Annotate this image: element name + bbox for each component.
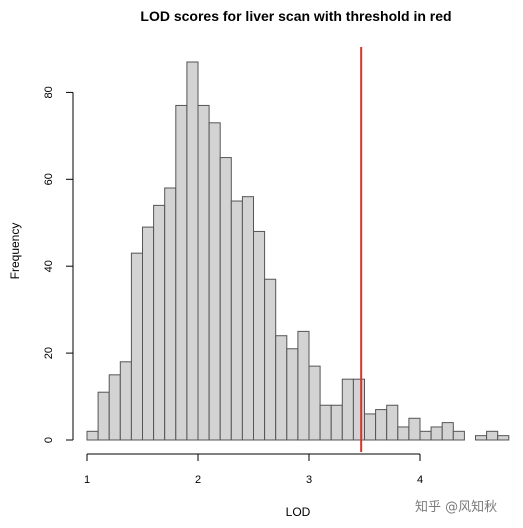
x-axis-label: LOD <box>286 505 311 519</box>
y-tick-label-0: 0 <box>43 437 55 443</box>
histogram-bar-6 <box>153 204 166 441</box>
histogram-bar-5 <box>142 226 155 441</box>
x-tick-label-0: 1 <box>84 474 90 486</box>
histogram-bar-11 <box>208 122 221 441</box>
histogram-bar-24 <box>352 378 365 441</box>
histogram-bar-3 <box>119 361 132 441</box>
histogram-bar-37 <box>497 435 510 441</box>
y-tick-label-1: 20 <box>43 347 55 359</box>
histogram-bar-17 <box>275 335 288 441</box>
histogram-bar-25 <box>364 413 377 441</box>
histogram-bar-22 <box>330 404 343 441</box>
chart-title: LOD scores for liver scan with threshold… <box>140 8 451 24</box>
y-tick-label-3: 60 <box>43 173 55 185</box>
histogram-bar-10 <box>197 104 210 441</box>
histogram-bar-30 <box>419 430 432 441</box>
histogram-bar-13 <box>230 200 243 441</box>
y-tick-label-2: 40 <box>43 260 55 272</box>
histogram-bar-8 <box>175 104 188 441</box>
histogram-bar-28 <box>397 426 410 441</box>
histogram-bar-35 <box>475 435 488 441</box>
histogram-bar-16 <box>264 278 277 441</box>
histogram-bar-9 <box>186 61 199 441</box>
histogram-bar-26 <box>375 409 388 441</box>
x-tick-label-2: 3 <box>306 474 312 486</box>
histogram-bar-29 <box>408 417 421 441</box>
histogram-bar-31 <box>430 426 443 441</box>
histogram-bar-4 <box>130 252 143 441</box>
histogram-bar-21 <box>319 404 332 441</box>
histogram-bar-15 <box>253 230 266 441</box>
x-tick-label-3: 4 <box>417 474 423 486</box>
histogram-bar-12 <box>219 157 232 441</box>
histogram-bar-33 <box>452 430 465 441</box>
histogram-bar-20 <box>308 365 321 441</box>
y-axis-label: Frequency <box>8 223 22 280</box>
x-tick-label-1: 2 <box>195 474 201 486</box>
histogram-bar-27 <box>386 404 399 441</box>
histogram-bar-23 <box>341 378 354 441</box>
x-axis: 1 2 3 4 <box>84 453 423 486</box>
histogram-bars <box>86 61 510 441</box>
histogram-bar-0 <box>86 430 99 441</box>
histogram-bar-1 <box>97 391 110 441</box>
histogram-bar-19 <box>297 330 310 441</box>
y-tick-label-4: 80 <box>43 86 55 98</box>
histogram-bar-32 <box>441 422 454 441</box>
watermark-text: 知乎 @风知秋 <box>415 499 497 515</box>
histogram-bar-18 <box>286 348 299 441</box>
histogram-bar-7 <box>164 187 177 441</box>
histogram-bar-36 <box>486 430 499 441</box>
y-axis: 0 20 40 60 80 <box>43 86 74 443</box>
histogram-bar-14 <box>241 196 254 441</box>
histogram-bar-2 <box>108 374 121 441</box>
